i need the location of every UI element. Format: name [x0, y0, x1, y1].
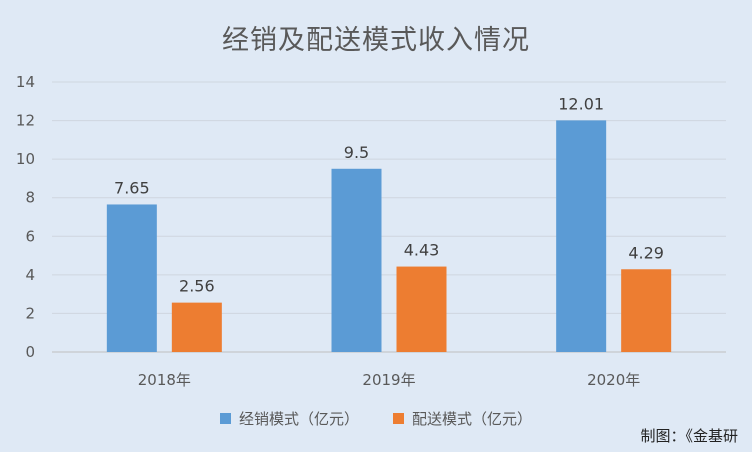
data-label-2019年-series-0: 9.5: [344, 143, 369, 162]
y-tick-label-8: 8: [25, 189, 35, 207]
bar-2019年-series-0: [331, 168, 382, 352]
legend-swatch-distribution: [219, 413, 231, 424]
bar-2019年-series-1: [396, 266, 447, 352]
legend-label-distribution: 经销模式（亿元）: [238, 410, 359, 428]
legend-item-delivery: 配送模式（亿元）: [393, 408, 532, 429]
y-tick-label-6: 6: [25, 227, 35, 245]
legend: 经销模式（亿元） 配送模式（亿元）: [0, 408, 752, 429]
data-label-2019年-series-1: 4.43: [404, 241, 440, 260]
chart-credit: 制图：《金基研: [640, 427, 738, 445]
data-label-2018年-series-1: 2.56: [179, 277, 215, 296]
x-category-label-0: 2018年: [138, 371, 191, 389]
data-label-2020年-series-0: 12.01: [558, 94, 604, 113]
bar-2018年-series-0: [106, 204, 157, 352]
bar-2018年-series-1: [171, 302, 222, 352]
y-tick-label-0: 0: [25, 343, 35, 361]
y-tick-label-2: 2: [25, 304, 35, 322]
x-category-label-1: 2019年: [362, 371, 415, 389]
chart-title: 经销及配送模式收入情况: [222, 25, 530, 56]
y-tick-label-12: 12: [16, 112, 35, 130]
bar-2020年-series-0: [556, 120, 607, 352]
y-tick-label-14: 14: [16, 73, 35, 91]
y-tick-label-10: 10: [16, 150, 35, 168]
legend-label-delivery: 配送模式（亿元）: [412, 410, 533, 428]
data-label-2020年-series-1: 4.29: [628, 243, 664, 262]
x-category-label-2: 2020年: [587, 371, 640, 389]
legend-item-distribution: 经销模式（亿元）: [219, 408, 359, 429]
data-label-2018年-series-0: 7.65: [114, 178, 150, 197]
y-tick-label-4: 4: [25, 266, 35, 284]
legend-swatch-delivery: [393, 413, 404, 424]
bar-2020年-series-1: [621, 269, 672, 352]
